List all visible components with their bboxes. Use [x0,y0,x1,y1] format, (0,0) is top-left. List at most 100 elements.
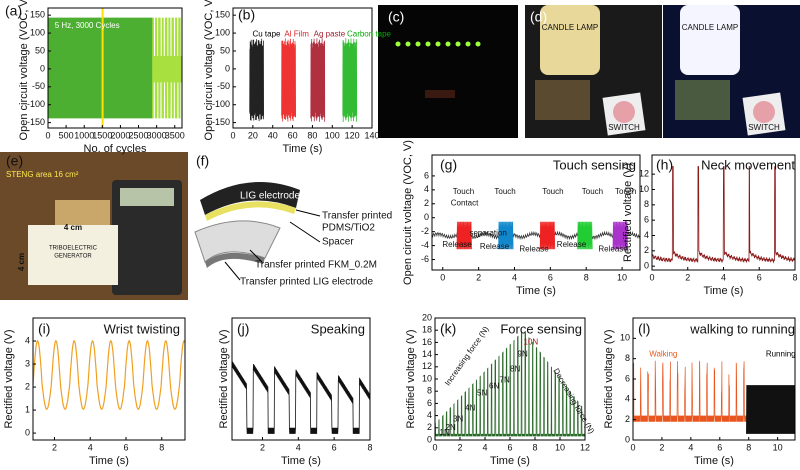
photo-text: CANDLE LAMP [682,23,738,32]
layer [205,201,296,221]
chart-panel: (b) 0 20 40 60 80 100 120 140 -150 -100 -50 0 50 100 15… [203,0,392,155]
x-tick-label: 12 [580,442,590,452]
annotation: 3N [453,414,463,423]
waveform [746,385,796,434]
y-axis-label: Rectified voltage (V) [622,163,634,262]
panel-label: (d) [530,9,547,25]
panel-label: (k) [440,321,456,337]
y-tick-label: 10 [620,333,630,343]
photo-text: SWITCH [748,123,780,132]
x-tick-label: 2 [476,272,481,282]
x-tick-label: 2 [457,442,462,452]
panel-title: Force sensing [500,321,582,336]
plot-frame [47,7,183,129]
y-tick-label: -50 [217,81,230,91]
y-tick-label: 16 [422,337,432,347]
y-tick-label: 14 [422,349,432,359]
annotation: Cu tape [252,30,281,39]
x-axis-label: Time (s) [704,285,744,297]
x-tick-label: 100 [325,130,340,140]
panel-label: (j) [237,321,249,337]
y-tick-label: 4 [644,230,649,240]
plot-frame [232,7,373,129]
lamp [680,5,740,75]
panel-title: Neck movement [701,157,795,172]
y-tick-label: 100 [30,27,45,37]
annotation: 7N [500,375,510,384]
annotation: Touch [615,187,636,196]
x-axis-label: Time (s) [694,455,734,467]
board [535,80,590,120]
y-tick-label: 12 [639,169,649,179]
waveform [577,221,593,250]
photo-text: STENG area 16 cm² [6,170,79,179]
y-tick-label: 0 [25,427,30,437]
y-tick-label: 2 [424,198,429,208]
annotation: Ag paste [314,30,346,39]
y-tick-label: 6 [424,170,429,180]
photo-text: TRIBOELECTRIC [49,246,98,252]
photo-c: (c) [378,5,518,138]
x-tick-label: 120 [345,130,360,140]
annotation: Release [442,240,472,249]
x-tick-label: 10 [773,442,783,452]
waveform [434,331,586,437]
chart-panel: (j) Speaking 2 4 6 8 Time (s) Rectified voltage… [218,317,373,467]
annotation: 5N [477,389,487,398]
x-tick-label: 10 [555,442,565,452]
diagram-text: PDMS/TiO2 [322,223,375,234]
device [28,225,118,285]
x-tick-label: 0 [649,272,654,282]
y-tick-label: 1 [25,404,30,414]
y-tick-label: -4 [421,240,429,250]
annotation: Running [766,350,796,359]
x-tick-label: 8 [746,442,751,452]
y-axis-label: Rectified voltage (V) [603,329,615,428]
chart-panel: (h) Neck movement 0 2 4 6 8 0 2 4 6 8 10 12 Time (s) Re… [622,154,798,297]
x-tick-label: 6 [757,272,762,282]
y-tick-label: 50 [35,45,45,55]
y-tick-label: 2 [625,414,630,424]
x-tick-label: 3000 [147,130,167,140]
diagram-f: LIG electrode Transfer printed PDMS/TiO2… [194,153,392,288]
x-axis-label: Time (s) [516,285,556,297]
calculator [112,180,182,295]
annotation: 5 Hz, 3000 Cycles [55,21,120,30]
x-tick-label: 20 [248,130,258,140]
x-tick-label: 8 [367,442,372,452]
board [675,80,730,120]
waveform [249,38,265,122]
y-tick-label: -100 [212,99,230,109]
y-tick-label: 2 [644,245,649,255]
layer [194,220,281,263]
y-tick-label: 10 [422,373,432,383]
diagram-text: Transfer printed LIG electrode [240,277,373,288]
y-tick-label: 0 [424,212,429,222]
x-tick-label: 2 [52,442,57,452]
y-tick-label: 0 [644,261,649,271]
y-tick-label: 18 [422,325,432,335]
annotation: 6N [489,381,499,390]
y-tick-label: 10 [639,184,649,194]
waveform [47,17,153,119]
annotation: Release [480,242,510,251]
waveform [498,221,514,250]
layer [200,182,300,215]
annotation: 9N [518,350,528,359]
x-tick-label: 6 [332,442,337,452]
y-tick-label: 150 [30,10,45,20]
y-tick-label: 8 [625,353,630,363]
annotation: 8N [510,364,520,373]
waveform [456,221,472,250]
panel-title: Wrist twisting [104,321,180,336]
x-tick-label: 4 [721,272,726,282]
waveform [342,37,358,123]
panel-label: (h) [656,157,673,173]
x-tick-label: 6 [717,442,722,452]
chart-panel: (g) Touch sensing 0 2 4 6 8 10 -6 -4 -2 0 2 4 6 Time (s… [402,140,641,297]
waveform [231,360,371,434]
x-tick-label: 140 [364,130,379,140]
x-tick-label: 2000 [110,130,130,140]
y-tick-label: 6 [644,215,649,225]
